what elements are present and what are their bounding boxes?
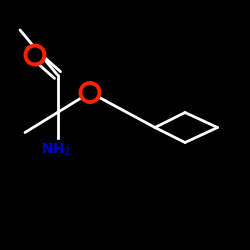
- Circle shape: [25, 45, 45, 65]
- Text: NH$_2$: NH$_2$: [41, 142, 71, 158]
- Bar: [32, 140, 78, 165]
- Circle shape: [80, 82, 100, 102]
